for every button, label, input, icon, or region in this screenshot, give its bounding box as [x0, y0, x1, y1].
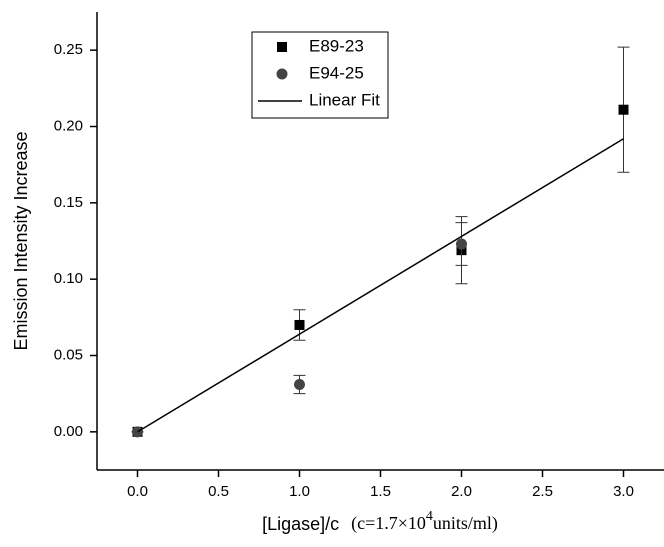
fit-line [137, 138, 624, 433]
legend-box [251, 31, 389, 119]
x-label-main: [Ligase]/c [262, 514, 339, 534]
x-tick-label: 1.5 [370, 483, 391, 500]
y-tick-label: 0.15 [54, 194, 83, 211]
legend-label: E89-23 [309, 36, 364, 55]
y-tick-label: 0.10 [54, 270, 83, 287]
x-tick-label: 3.0 [613, 483, 634, 500]
x-label-note: (c=1.7×10 [351, 513, 426, 534]
y-tick-label: 0.20 [54, 117, 83, 134]
x-label-exponent: 4 [426, 509, 433, 524]
x-label-unit: units/ml) [433, 513, 498, 534]
legend-label: Linear Fit [309, 90, 380, 109]
x-tick-label: 1.0 [289, 483, 310, 500]
legend-marker [277, 42, 287, 52]
legend-marker [276, 68, 288, 80]
x-tick-label: 2.0 [451, 483, 472, 500]
y-axis-label: Emission Intensity Increase [11, 131, 31, 350]
data-point [294, 379, 305, 391]
data-point [618, 104, 629, 115]
x-axis-label: [Ligase]/c (c=1.7×104units/ml) [262, 509, 498, 534]
data-point [294, 319, 305, 330]
x-tick-label: 2.5 [532, 483, 553, 500]
x-tick-label: 0.5 [208, 483, 229, 500]
y-tick-label: 0.00 [54, 423, 83, 440]
y-tick-label: 0.05 [54, 346, 83, 363]
y-tick-label: 0.25 [54, 41, 83, 58]
x-tick-label: 0.0 [127, 483, 148, 500]
legend-label: E94-25 [309, 63, 364, 82]
data-point [456, 238, 467, 250]
